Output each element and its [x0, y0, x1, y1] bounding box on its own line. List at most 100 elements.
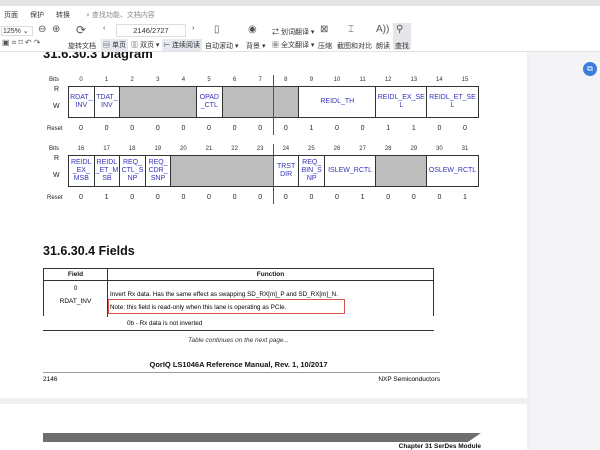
zoom-select[interactable]: 125% ⌄ [1, 26, 33, 36]
screenshot-compare-button[interactable]: 截图和对比 [337, 43, 372, 50]
reset-value: 0 [437, 194, 442, 201]
prev-page-button[interactable]: ‹ [103, 25, 106, 32]
bits-label: Bits [49, 146, 60, 152]
bit-number: 8 [284, 77, 288, 83]
bit-number: 25 [308, 146, 315, 152]
chapter-title: Chapter 31 SerDes Module [398, 443, 481, 450]
write-label: W [53, 172, 60, 179]
fit-icons[interactable]: ▣ ⌗ ⌑ ↶ ↷ [2, 38, 41, 47]
register-field: REQ_CDR_SNP [144, 155, 172, 187]
bit-number: 16 [77, 146, 85, 152]
bit-number: 7 [258, 77, 262, 83]
compress-icon: ⊠ [320, 24, 329, 35]
reset-value: 1 [411, 125, 416, 132]
fields-table: Field Function 0 RDAT_INV Invert Rx data… [43, 268, 434, 317]
pdf-page-next: Chapter 31 SerDes Module [0, 404, 527, 450]
read-aloud-button[interactable]: 朗读 [376, 43, 390, 50]
continuous-button[interactable]: ⊢ 连续阅读 [162, 39, 203, 51]
reset-value: 0 [360, 125, 365, 132]
reset-label: Reset [47, 195, 63, 201]
bit-number: 21 [205, 146, 213, 152]
function-note: Note: this field is read-only when this … [110, 304, 287, 311]
bit-number: 2 [130, 77, 134, 83]
reset-label: Reset [47, 126, 63, 132]
bit-number: 23 [256, 146, 264, 152]
reset-value: 0 [207, 125, 211, 132]
page-number: 2146 [43, 376, 58, 383]
reset-value: 0 [411, 194, 416, 201]
translate-word-button[interactable]: ⇄ 划词翻译 ▾ [272, 29, 315, 36]
page-input[interactable]: 2146/2727 [116, 24, 186, 37]
bit-number: 12 [384, 77, 392, 83]
reset-value: 0 [258, 194, 263, 201]
search-input[interactable]: ⌕ 查找功能、文档内容 [86, 12, 155, 19]
bit-number: 11 [359, 77, 366, 83]
reset-value: 0 [309, 194, 314, 201]
reserved-field [375, 155, 428, 187]
register-field: REIDL_TH [298, 86, 377, 118]
reserved-field [170, 155, 274, 187]
toolbar: 125% ⌄ ⊖ ⊕ ▣ ⌗ ⌑ ↶ ↷ ⟳ 旋转文档 ‹ 2146/2727 … [0, 22, 600, 52]
register-field: TRST DIR [272, 155, 300, 187]
bit-number: 30 [436, 146, 443, 152]
menu-protect[interactable]: 保护 [30, 12, 44, 19]
reset-value: 0 [155, 125, 160, 132]
table-continues: Table continues on the next page... [188, 337, 289, 344]
background-button[interactable]: 背景 ▾ [246, 43, 266, 50]
menu-page[interactable]: 页面 [4, 12, 18, 19]
tab-strip [0, 0, 600, 6]
autoscroll-button[interactable]: 自动滚动 ▾ [205, 43, 239, 50]
footer-title: QorIQ LS1046A Reference Manual, Rev. 1, … [149, 360, 328, 369]
double-page-button[interactable]: ▥ 双页 ▾ [131, 42, 160, 49]
compress-button[interactable]: 压缩 [318, 43, 332, 50]
reset-value: 0 [335, 125, 339, 132]
zoom-out-icon[interactable]: ⊖ [38, 24, 47, 35]
read-label: R [54, 155, 60, 162]
bit-number: 9 [309, 77, 314, 83]
company: NXP Semiconductors [378, 376, 440, 383]
menu-convert[interactable]: 转换 [56, 12, 70, 19]
reset-value: 0 [258, 125, 263, 132]
reset-value: 0 [335, 194, 339, 201]
zoom-in-icon[interactable]: ⊕ [52, 24, 61, 35]
reset-value: 0 [155, 194, 160, 201]
reserved-field [221, 86, 300, 118]
fields-heading: 31.6.30.4 Fields [43, 244, 135, 258]
register-field: REIDL_EX_MSB [68, 155, 95, 187]
reset-value: 0 [232, 125, 237, 132]
register-field: REIDL_ET_SEL [426, 86, 479, 118]
bit-number: 31 [461, 146, 469, 152]
bit-number: 6 [232, 77, 237, 83]
bit-number: 28 [384, 146, 392, 152]
reset-value: 0 [437, 125, 442, 132]
single-page-button[interactable]: ▤ 单页 [101, 39, 128, 51]
register-field: OPAD_CTL [196, 86, 223, 118]
find-button[interactable] [393, 23, 411, 50]
rotate-icon: ⟳ [76, 23, 87, 37]
bit-number: 26 [333, 146, 341, 152]
bit-number: 0 [79, 77, 83, 83]
rotate-button[interactable]: 旋转文档 [68, 43, 96, 50]
reset-value: 0 [232, 194, 237, 201]
reset-value: 0 [130, 125, 135, 132]
chapter-bar [43, 433, 481, 442]
register-field: OSLEW_RCTL [426, 155, 479, 187]
register-field: ISLEW_RCTL [324, 155, 377, 187]
bit-number: 20 [180, 146, 187, 152]
bit-number: 29 [410, 146, 418, 152]
reset-value: 0 [386, 194, 391, 201]
register-field: REQ_CTL_SNP [119, 155, 146, 187]
reset-value: 1 [463, 194, 467, 201]
translate-full-button[interactable]: ▦ 全文翻译 ▾ [272, 42, 315, 49]
bit-number: 17 [103, 146, 110, 152]
bit-number: 10 [333, 77, 341, 83]
screenshot-icon: ⌶ [348, 24, 354, 35]
next-page-button[interactable]: › [192, 25, 195, 32]
divider [272, 75, 274, 135]
reset-value: 0 [79, 194, 83, 201]
field-name: RDAT_INV [59, 298, 92, 305]
highlight-box [108, 299, 345, 314]
reset-value: 0 [283, 125, 288, 132]
reset-value: 1 [386, 125, 391, 132]
floating-tool-icon[interactable]: ⧉ [583, 62, 597, 76]
